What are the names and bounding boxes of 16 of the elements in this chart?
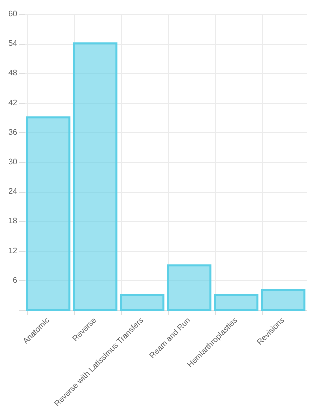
y-tick-label: 18 [8, 216, 18, 226]
y-tick-label: 48 [8, 68, 18, 78]
bar [73, 42, 118, 311]
y-tick-label: 36 [8, 128, 18, 137]
bar [261, 289, 306, 311]
bar [167, 264, 212, 311]
bar [214, 294, 259, 311]
y-tick-label: 42 [8, 98, 18, 108]
y-tick-label: 60 [8, 10, 18, 18]
y-tick-label: 30 [8, 158, 18, 166]
bar [26, 116, 71, 311]
bar [120, 294, 165, 311]
y-tick-label: 6 [13, 276, 18, 285]
y-tick-label: 12 [8, 246, 18, 256]
y-tick-label: 24 [8, 187, 18, 196]
y-tick-label: 54 [8, 39, 18, 48]
